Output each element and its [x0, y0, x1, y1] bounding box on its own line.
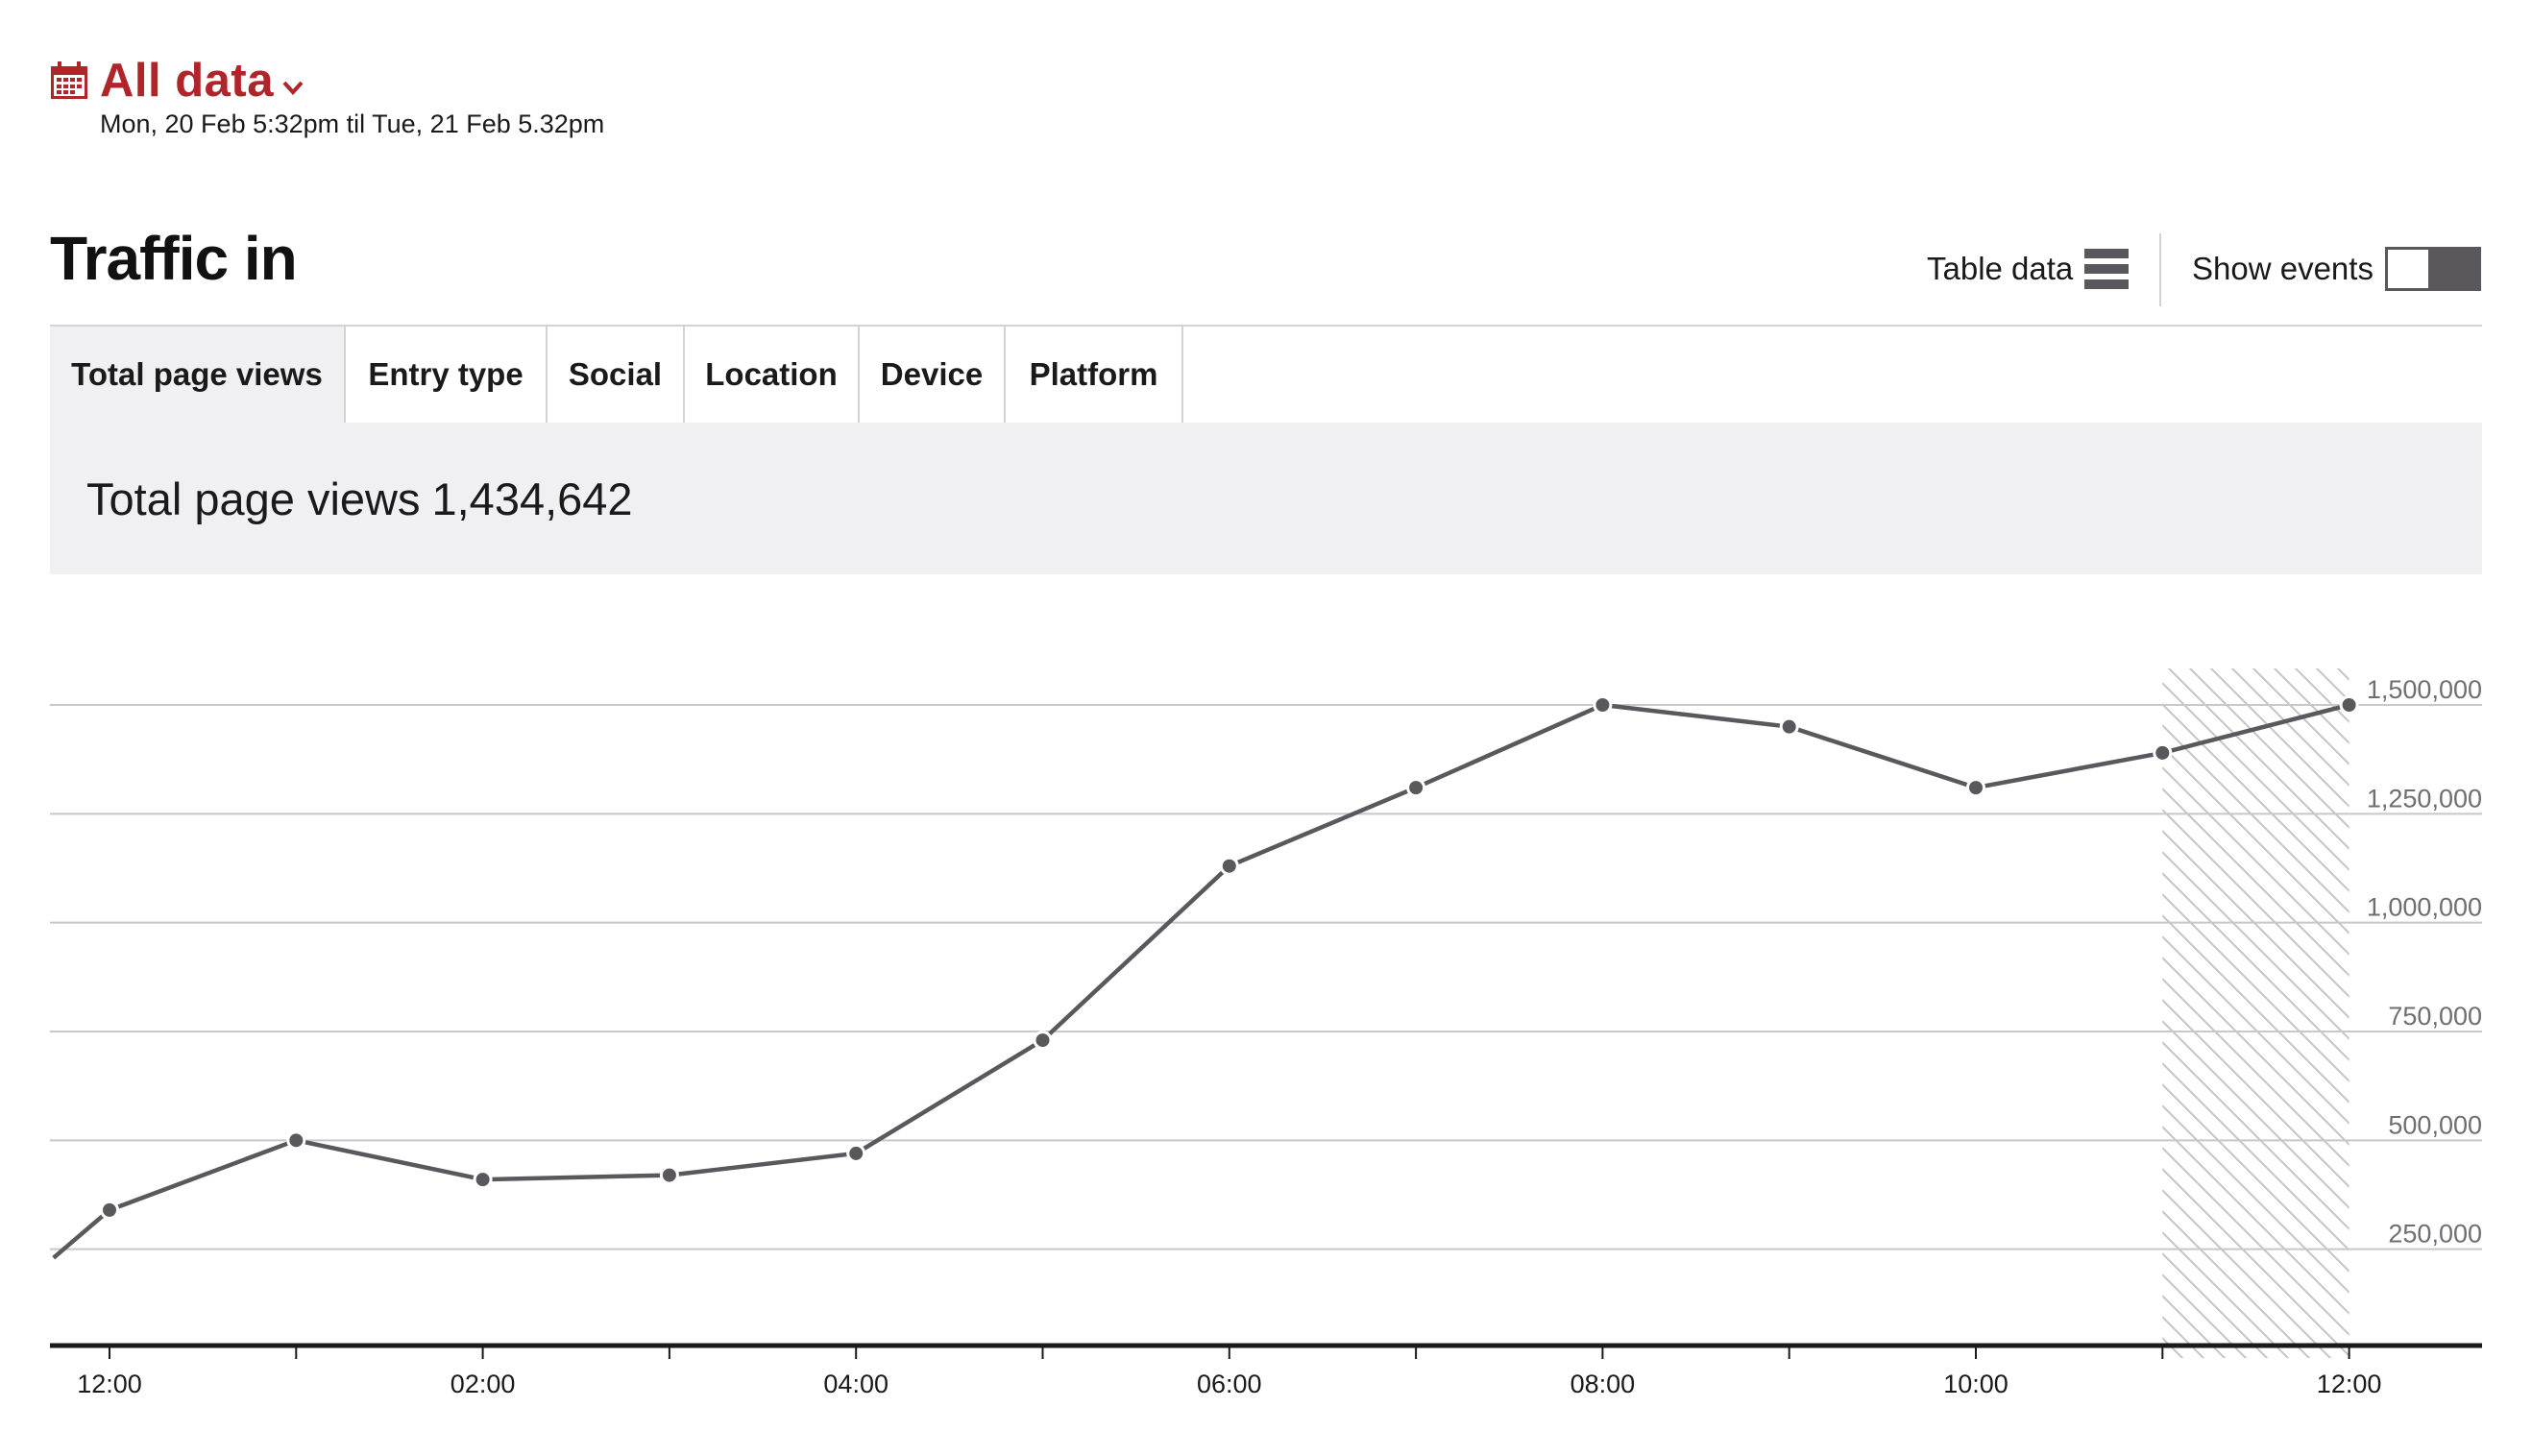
y-tick-label: 500,000 — [2388, 1110, 2482, 1139]
data-point[interactable] — [1593, 695, 1613, 715]
y-tick-label: 1,250,000 — [2367, 784, 2482, 813]
show-events-toggle[interactable] — [2384, 247, 2481, 291]
data-point[interactable] — [286, 1130, 306, 1151]
data-point[interactable] — [473, 1170, 493, 1190]
tab-device[interactable]: Device — [860, 327, 1006, 423]
incomplete-data-region — [2162, 668, 2349, 1358]
y-tick-label: 750,000 — [2388, 1002, 2482, 1031]
tab-entry-type[interactable]: Entry type — [346, 327, 548, 423]
summary-text: Total page views 1,434,642 — [86, 473, 645, 525]
y-tick-label: 1,000,000 — [2367, 893, 2482, 922]
x-tick-label: 08:00 — [1570, 1370, 1636, 1398]
y-tick-label: 250,000 — [2388, 1220, 2482, 1249]
header-divider — [2159, 233, 2161, 306]
x-tick-label: 02:00 — [450, 1370, 516, 1398]
x-tick-label: 04:00 — [823, 1370, 889, 1398]
summary-panel: Total page views 1,434,642 — [50, 423, 2482, 574]
data-point[interactable] — [1966, 778, 1985, 798]
chevron-down-icon[interactable] — [282, 80, 304, 95]
date-selector[interactable]: All data Mon, 20 Feb 5:32pm til Tue, 21 … — [50, 54, 604, 138]
y-tick-label: 1,500,000 — [2367, 675, 2482, 704]
tab-location[interactable]: Location — [685, 327, 860, 423]
show-events-control[interactable]: Show events — [2192, 247, 2481, 291]
tab-social[interactable]: Social — [548, 327, 685, 423]
table-data-label: Table data — [1927, 251, 2074, 286]
data-point[interactable] — [1779, 716, 1799, 737]
data-point[interactable] — [1406, 778, 1426, 798]
data-point[interactable] — [1033, 1031, 1053, 1051]
x-tick-label: 10:00 — [1943, 1370, 2009, 1398]
data-point[interactable] — [1219, 856, 1239, 876]
tab-total-page-views[interactable]: Total page views — [50, 327, 346, 423]
series-line — [52, 702, 2350, 1260]
header-rule — [50, 325, 2482, 327]
calendar-icon — [51, 61, 87, 99]
data-point[interactable] — [2339, 695, 2359, 715]
tab-bar: Total page views Entry type Social Locat… — [50, 327, 1183, 423]
summary-label: Total page views — [86, 473, 421, 524]
show-events-label: Show events — [2192, 251, 2374, 286]
table-data-button[interactable]: Table data — [1927, 247, 2130, 291]
data-point[interactable] — [846, 1143, 866, 1163]
data-point[interactable] — [2153, 742, 2173, 763]
toggle-knob[interactable] — [2387, 250, 2428, 288]
data-point[interactable] — [100, 1200, 119, 1220]
x-tick-label: 06:00 — [1197, 1370, 1262, 1398]
table-list-icon — [2084, 249, 2130, 289]
summary-value: 1,434,642 — [431, 473, 633, 524]
date-selector-title[interactable]: All data — [100, 55, 274, 107]
data-point[interactable] — [659, 1165, 679, 1185]
tab-platform[interactable]: Platform — [1006, 327, 1183, 423]
section-title: Traffic in — [50, 224, 298, 293]
x-tick-label: 12:00 — [77, 1370, 142, 1398]
date-range-text: Mon, 20 Feb 5:32pm til Tue, 21 Feb 5.32p… — [100, 109, 605, 138]
x-tick-label: 12:00 — [2317, 1370, 2382, 1398]
